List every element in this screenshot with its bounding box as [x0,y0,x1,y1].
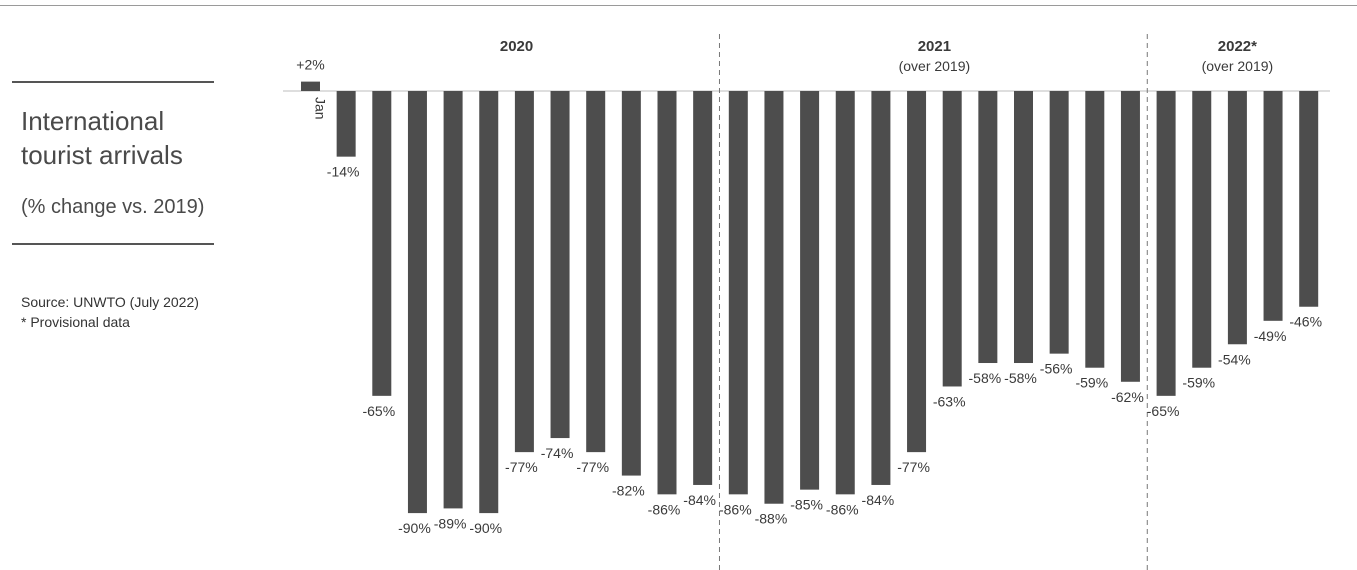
source-block: Source: UNWTO (July 2022) * Provisional … [21,292,199,332]
bar-value-label: -86% [826,501,859,517]
sidebar-top-rule [12,81,214,83]
sidebar-bottom-rule [12,243,214,245]
bar-value-label: -86% [648,501,681,517]
bar [372,91,392,396]
bar [1263,91,1283,321]
bar-value-label: -88% [755,511,788,527]
bar [657,91,677,495]
bar [800,91,820,490]
bar [728,91,748,495]
bar-value-label: -85% [790,497,823,513]
bar-value-label: -62% [1111,389,1144,405]
bar [1299,91,1319,307]
bar-value-label: -86% [719,501,752,517]
bar-value-label: -84% [683,492,716,508]
bar [764,91,784,504]
year-sublabel: (over 2019) [1202,58,1274,74]
bar [907,91,927,453]
bar-value-label: -14% [327,164,360,180]
bar [1192,91,1212,368]
bar-value-label: -90% [469,520,502,536]
bar [1049,91,1069,354]
bar-value-label: -59% [1075,375,1108,391]
bar-value-label: -56% [1040,361,1073,377]
bar-value-label: -58% [969,370,1002,386]
bar [1227,91,1247,345]
year-sublabel: (over 2019) [899,58,971,74]
bar [1014,91,1033,364]
chart-subtitle: (% change vs. 2019) [21,196,205,218]
bar [586,91,606,453]
provisional-note: * Provisional data [21,314,130,330]
bar [693,91,713,485]
bar [978,91,998,364]
bar-value-label: -89% [434,515,467,531]
bar [550,91,570,439]
bar-value-label: -74% [541,445,574,461]
bar-value-label: -77% [505,459,538,475]
bar-value-label: +2% [296,57,324,73]
bar-value-label: -84% [862,492,895,508]
bar-value-label: -63% [933,393,966,409]
bar-value-label: -46% [1289,314,1322,330]
bar [336,91,356,157]
chart-title-line2: tourist arrivals [21,140,183,170]
bar [942,91,962,387]
category-label-jan: Jan [313,97,329,120]
bar [479,91,499,514]
bar [835,91,855,495]
bar-value-label: -77% [897,459,930,475]
bar-value-label: -65% [1147,403,1180,419]
top-rule [0,5,1357,6]
chart-title-line1: International [21,106,165,136]
bar [443,91,463,509]
bar [514,91,534,453]
year-label: 2021 [918,38,951,55]
bar-value-label: -59% [1182,375,1215,391]
chart-title: International tourist arrivals [21,104,241,172]
bar-value-label: -65% [362,403,395,419]
bar-value-label: -82% [612,483,645,499]
bar [301,81,320,91]
bar [407,91,427,514]
bar [1085,91,1105,368]
bar [1156,91,1176,396]
bar-value-label: -49% [1254,328,1287,344]
year-label: 2022* [1218,38,1257,55]
bar-value-label: -58% [1004,370,1037,386]
bar [1120,91,1140,382]
bar [871,91,891,485]
bar [621,91,641,476]
year-label: 2020 [500,38,533,55]
source-text: Source: UNWTO (July 2022) [21,294,199,310]
bar-value-label: -90% [398,520,431,536]
bar-value-label: -54% [1218,351,1251,367]
bar-value-label: -77% [576,459,609,475]
